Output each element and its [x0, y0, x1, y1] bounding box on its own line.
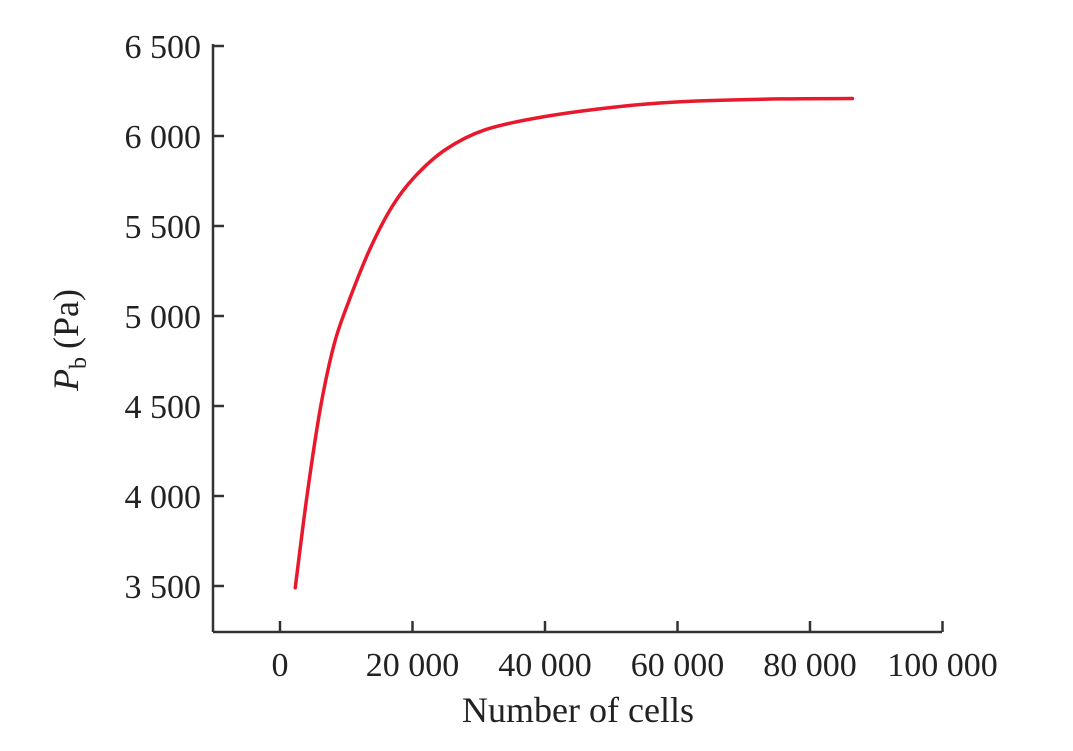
x-tick-label: 40 000 [498, 647, 592, 684]
ticks: 3 500 4 000 4 500 5 000 5 500 6 000 6 500 0 20 0… [125, 29, 998, 684]
y-tick-label: 5 000 [125, 299, 202, 336]
y-axis-title-main: P [46, 369, 86, 392]
y-axis-title-sub: b [66, 357, 92, 369]
y-axis-title: Pb (Pa) [46, 289, 92, 392]
series-line [293, 96, 855, 590]
x-tick-label: 60 000 [631, 647, 725, 684]
y-tick-label: 4 500 [125, 389, 202, 426]
x-tick-label: 100 000 [887, 647, 998, 684]
y-tick-label: 5 500 [125, 209, 202, 246]
y-tick-label: 6 500 [125, 29, 202, 66]
axes [211, 44, 942, 634]
y-axis-title-unit: (Pa) [46, 289, 86, 349]
y-tick-label: 6 000 [125, 119, 202, 156]
y-tick-label: 3 500 [125, 569, 202, 606]
svg-text:Pb(Pa): Pb (Pa) [46, 289, 92, 392]
x-axis-title: Number of cells [462, 690, 694, 730]
x-tick-label: 0 [272, 647, 289, 684]
x-tick-label: 80 000 [763, 647, 857, 684]
series [293, 96, 855, 590]
x-tick-label: 20 000 [366, 647, 460, 684]
y-tick-label: 4 000 [125, 479, 202, 516]
